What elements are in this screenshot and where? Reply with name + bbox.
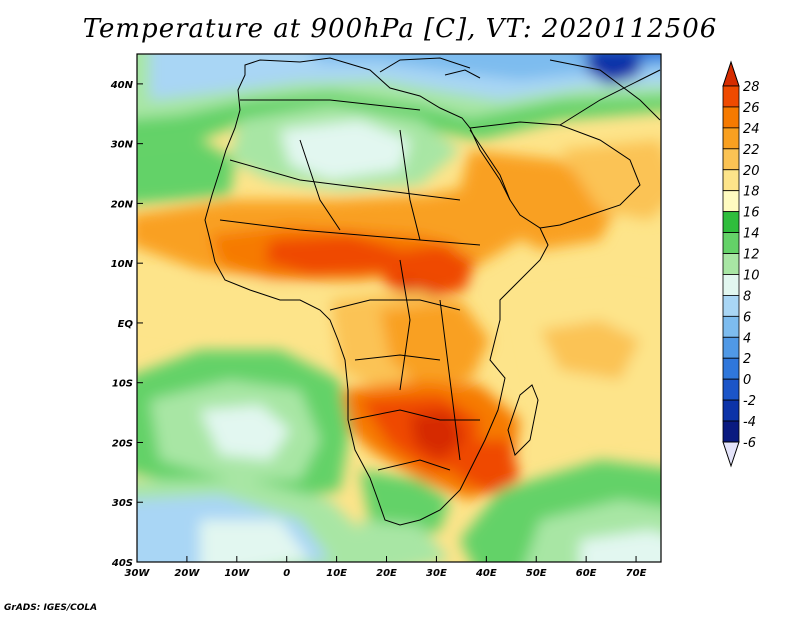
- colorbar-swatch: [722, 357, 740, 380]
- colorbar-swatch: [722, 274, 740, 296]
- chart-title: Temperature at 900hPa [C], VT: 202011250…: [82, 14, 718, 44]
- lon-tick-label: 30W: [125, 568, 151, 579]
- colorbar-swatch: [722, 148, 740, 171]
- lon-tick-label: 30E: [426, 568, 447, 579]
- longitude-axis: 30W 20W 10W 0 10E 20E 30E 40E 50E 60E 70E: [125, 556, 647, 579]
- colorbar-swatch: [722, 420, 740, 443]
- colorbar-swatch: [722, 127, 740, 150]
- colorbar-swatch: [722, 190, 740, 213]
- colorbar-label: 10: [743, 268, 760, 283]
- coastlines: [204, 57, 661, 526]
- colorbar-swatch: [722, 232, 740, 254]
- lon-tick-label: 20E: [376, 568, 397, 579]
- lat-tick-label: EQ: [118, 319, 134, 330]
- colorbar-swatch: [722, 211, 740, 233]
- colorbar-swatch: [722, 169, 740, 192]
- colorbar-label: 20: [743, 164, 760, 179]
- lon-tick-label: 60E: [576, 568, 597, 579]
- colorbar-label: -2: [743, 394, 756, 409]
- lon-tick-label: 40E: [475, 568, 497, 579]
- lat-tick-label: 30N: [111, 140, 134, 151]
- colorbar-swatch: [722, 106, 740, 129]
- colorbar-label: 0: [743, 373, 751, 388]
- lon-tick-label: 10E: [326, 568, 347, 579]
- colorbar-swatch: [722, 294, 740, 317]
- latitude-axis: 40N 30N 20N 10N EQ 10S 20S 30S 40S: [110, 80, 143, 569]
- lon-tick-label: 10W: [224, 568, 250, 579]
- colorbar-label: 22: [743, 143, 760, 158]
- lon-tick-label: 20W: [174, 568, 200, 579]
- colorbar-label: 6: [743, 310, 751, 325]
- colorbar-swatch: [722, 253, 740, 275]
- lat-tick-label: 10N: [111, 259, 134, 270]
- colorbar-swatch: [722, 336, 740, 359]
- lon-tick-label: 0: [283, 568, 290, 579]
- colorbar-swatch: [722, 85, 740, 108]
- colorbar-swatch: [722, 315, 740, 338]
- colorbar-swatch: [722, 399, 740, 422]
- colorbar-label: 14: [743, 227, 760, 242]
- lon-tick-label: 50E: [526, 568, 547, 579]
- colorbar-bottom-arrow: [722, 441, 740, 468]
- colorbar-top-arrow: [722, 60, 740, 87]
- colorbar-label: 16: [743, 206, 760, 221]
- colorbar-label: 8: [743, 289, 751, 304]
- colorbar-label: 26: [743, 101, 760, 116]
- colorbar-label: 24: [743, 122, 760, 137]
- temperature-field: [137, 54, 661, 562]
- colorbar-label: -4: [743, 415, 756, 430]
- colorbar-label: 4: [743, 331, 751, 346]
- colorbar-swatch: [722, 378, 740, 401]
- lat-tick-label: 20N: [111, 199, 134, 210]
- plot-frame: [136, 53, 662, 563]
- colorbar-label: 28: [743, 80, 760, 95]
- lat-tick-label: 10S: [112, 379, 133, 390]
- colorbar-label: 18: [743, 185, 760, 200]
- lat-tick-label: 40N: [110, 80, 134, 91]
- grads-credit: GrADS: IGES/COLA: [4, 603, 98, 613]
- lon-tick-label: 70E: [626, 568, 647, 579]
- lat-tick-label: 30S: [112, 498, 133, 509]
- colorbar-label: 12: [743, 248, 760, 263]
- colorbar-label: -6: [743, 436, 756, 451]
- lat-tick-label: 40S: [111, 558, 133, 569]
- colorbar-label: 2: [743, 352, 751, 367]
- lat-tick-label: 20S: [112, 438, 133, 449]
